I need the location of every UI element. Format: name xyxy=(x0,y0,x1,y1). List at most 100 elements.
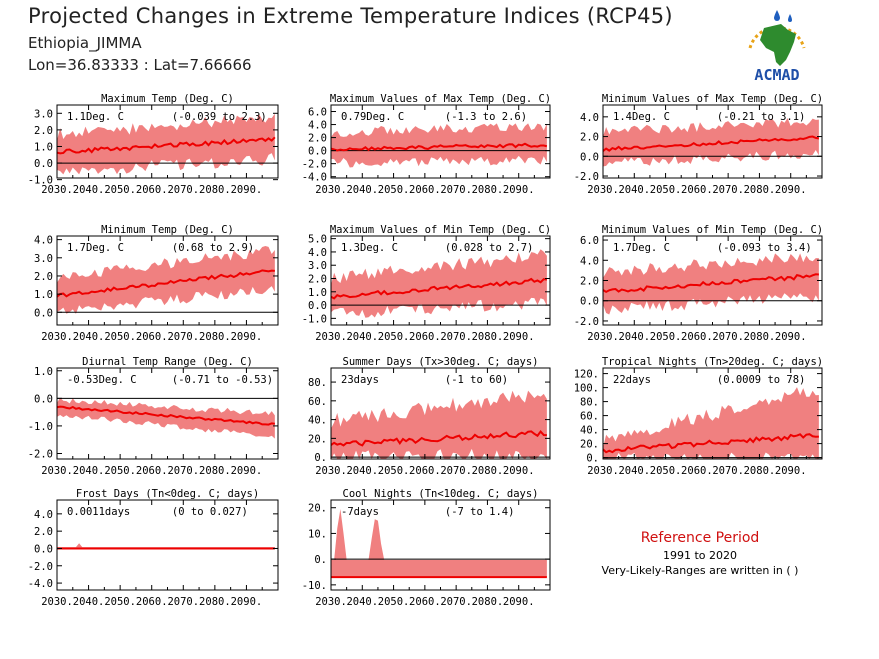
change-value: 1.3Deg. C xyxy=(341,242,398,254)
chart-panel: 6.0 4.0 2.0 0.0 -2.0 2030. 2040. 2050. 2060. 2070… xyxy=(574,224,823,343)
x-tick-label: 2030. xyxy=(315,331,347,343)
x-tick-label: 2090. xyxy=(231,596,263,608)
y-tick-label: 3.0 xyxy=(308,260,327,272)
x-tick-label: 2060. xyxy=(681,465,713,477)
y-tick-label: 3.0 xyxy=(34,253,53,265)
y-tick-label: 40. xyxy=(308,415,327,427)
x-tick-label: 2030. xyxy=(587,465,619,477)
very-likely-range: (0.028 to 2.7) xyxy=(445,242,534,254)
very-likely-range: (-7 to 1.4) xyxy=(445,506,515,518)
y-tick-label: 0. xyxy=(314,554,327,566)
panel-title: Minimum Temp (Deg. C) xyxy=(101,224,234,236)
panel-title: Tropical Nights (Tn>20deg. C; days) xyxy=(602,356,823,368)
y-tick-label: 2.0 xyxy=(580,132,599,144)
y-tick-label: 2.0 xyxy=(580,276,599,288)
y-tick-label: 120. xyxy=(574,369,599,381)
x-tick-label: 2060. xyxy=(409,184,441,196)
y-tick-label: 0. xyxy=(586,453,599,465)
likely-range-band xyxy=(603,387,819,459)
chart-panel: 4.0 3.0 2.0 1.0 0.0 2030. 2040. 2050. 2060. 2070.… xyxy=(34,224,279,343)
x-tick-label: 2030. xyxy=(315,596,347,608)
change-value: 23days xyxy=(341,374,379,386)
y-tick-label: 10. xyxy=(308,528,327,540)
ensemble-mean-line xyxy=(56,405,275,426)
x-tick-label: 2040. xyxy=(73,184,105,196)
x-tick-label: 2030. xyxy=(315,465,347,477)
x-tick-label: 2080. xyxy=(199,596,231,608)
y-tick-label: 5.0 xyxy=(308,234,327,246)
ensemble-mean-line xyxy=(56,136,276,155)
y-tick-label: 60. xyxy=(308,396,327,408)
x-tick-label: 2030. xyxy=(41,184,73,196)
x-tick-label: 2050. xyxy=(378,184,410,196)
x-tick-label: 2060. xyxy=(409,331,441,343)
ensemble-mean-line xyxy=(602,135,820,152)
x-tick-label: 2090. xyxy=(775,465,807,477)
x-tick-label: 2080. xyxy=(472,184,504,196)
x-tick-label: 2070. xyxy=(167,331,199,343)
y-tick-label: 4.0 xyxy=(308,247,327,259)
reference-range-note: Very-Likely-Ranges are written in ( ) xyxy=(601,564,799,577)
x-tick-label: 2090. xyxy=(231,184,263,196)
change-value: 0.0011days xyxy=(67,506,130,518)
x-tick-label: 2030. xyxy=(41,596,73,608)
x-tick-label: 2070. xyxy=(440,596,472,608)
y-tick-label: 100. xyxy=(574,383,599,395)
x-tick-label: 2080. xyxy=(472,331,504,343)
y-tick-label: 20. xyxy=(308,433,327,445)
x-tick-label: 2040. xyxy=(346,465,378,477)
y-tick-label: 2.0 xyxy=(34,526,53,538)
y-tick-label: -1.0 xyxy=(28,421,53,433)
panel-title: Frost Days (Tn<0deg. C; days) xyxy=(76,488,259,500)
change-value: 1.7Deg. C xyxy=(67,242,124,254)
x-tick-label: 2090. xyxy=(503,465,535,477)
reference-years: 1991 to 2020 xyxy=(662,549,738,562)
x-tick-label: 2080. xyxy=(472,596,504,608)
chart-panel: 5.04.03.0 2.01.00.0-1.0 2030. 2040. 2050. 206… xyxy=(302,224,551,343)
ensemble-mean-line xyxy=(330,142,548,152)
y-tick-label: 2.0 xyxy=(308,274,327,286)
x-tick-label: 2060. xyxy=(136,331,168,343)
raindrop-icon xyxy=(774,10,780,21)
x-tick-label: 2090. xyxy=(231,331,263,343)
x-tick-label: 2090. xyxy=(231,465,263,477)
y-tick-label: 6.0 xyxy=(308,107,327,119)
y-tick-label: 4.0 xyxy=(308,120,327,132)
y-tick-label: -1.0 xyxy=(302,313,327,325)
change-value: 22days xyxy=(613,374,651,386)
likely-range-band xyxy=(331,249,547,318)
very-likely-range: (-0.093 to 3.4) xyxy=(717,242,812,254)
y-tick-label: 0.0 xyxy=(580,151,599,163)
y-tick-label: 40. xyxy=(580,425,599,437)
logo-text: ACMAD xyxy=(754,66,799,84)
change-value: 1.7Deg. C xyxy=(613,242,670,254)
ensemble-mean-line xyxy=(602,433,819,454)
x-tick-label: 2070. xyxy=(167,465,199,477)
x-tick-label: 2050. xyxy=(104,331,136,343)
x-tick-label: 2030. xyxy=(587,331,619,343)
very-likely-range: (0 to 0.027) xyxy=(172,506,248,518)
y-tick-label: -10. xyxy=(302,580,327,592)
x-tick-label: 2040. xyxy=(73,596,105,608)
x-tick-label: 2040. xyxy=(346,331,378,343)
y-tick-label: -2.0 xyxy=(302,159,327,171)
y-tick-label: 2.0 xyxy=(34,125,53,137)
y-tick-label: 6.0 xyxy=(580,235,599,247)
africa-icon xyxy=(760,24,796,66)
x-tick-label: 2040. xyxy=(618,331,650,343)
chart-panel: 80.60.40.20.0.2030. 2040. 2050. 2060. 2070. 2… xyxy=(308,356,551,477)
y-tick-label: 2.0 xyxy=(308,133,327,145)
x-tick-label: 2040. xyxy=(73,331,105,343)
x-tick-label: 2060. xyxy=(409,596,441,608)
x-tick-label: 2080. xyxy=(472,465,504,477)
acmad-logo: ACMAD xyxy=(748,10,806,84)
y-tick-label: 4.0 xyxy=(580,112,599,124)
x-tick-label: 2060. xyxy=(136,596,168,608)
x-tick-label: 2070. xyxy=(167,596,199,608)
y-tick-label: 4.0 xyxy=(34,235,53,247)
y-tick-label: 60. xyxy=(580,411,599,423)
change-value: 0.79Deg. C xyxy=(341,111,404,123)
